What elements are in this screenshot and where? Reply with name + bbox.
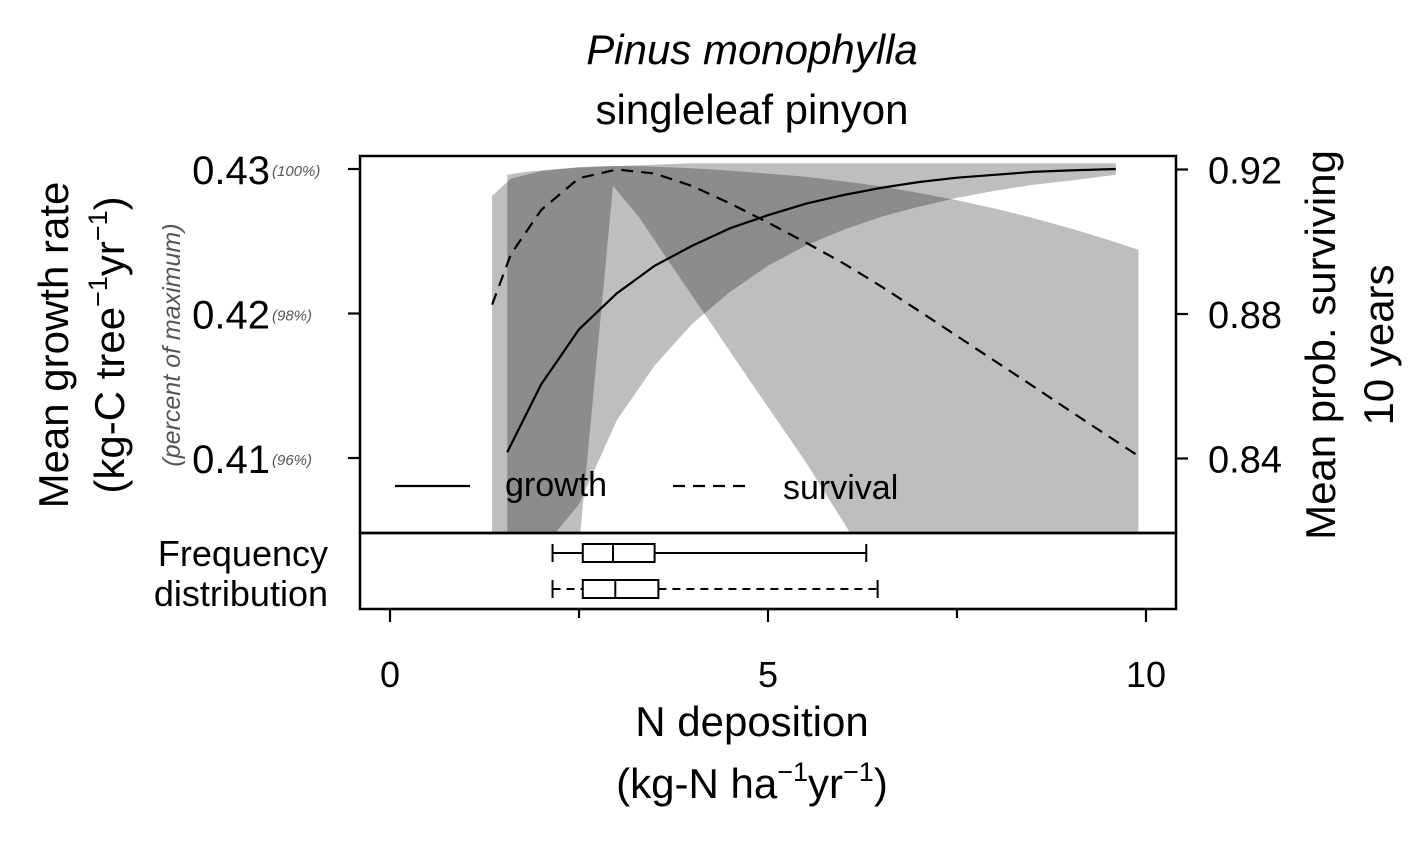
x-axis-tick-label: 5 bbox=[758, 654, 778, 695]
left-axis-percent-label: (98%) bbox=[272, 308, 312, 325]
chart-title-common: singleleaf pinyon bbox=[596, 86, 909, 133]
chart-title-species: Pinus monophylla bbox=[586, 26, 918, 73]
x-label-mid: yr bbox=[808, 760, 843, 807]
left-axis-tick-label: 0.43 bbox=[192, 149, 270, 193]
right-axis-tick-label: 0.88 bbox=[1208, 295, 1282, 337]
left-axis-label-line2: (kg-C tree−1yr−1) bbox=[83, 196, 133, 493]
left-label-suffix: ) bbox=[86, 196, 133, 210]
boxplot-box bbox=[581, 543, 656, 563]
left-label-prefix: (kg-C tree bbox=[86, 307, 133, 494]
left-label-mid: yr bbox=[86, 241, 133, 276]
right-axis-label-line1: Mean prob. surviving bbox=[1297, 150, 1344, 540]
growth-line bbox=[506, 167, 1116, 453]
frequency-boxplots bbox=[551, 543, 879, 599]
x-label-sup2: −1 bbox=[843, 757, 874, 787]
left-axis-label-line1: Mean growth rate bbox=[30, 182, 77, 509]
plot-clip-group bbox=[491, 163, 1140, 533]
boxplot-box bbox=[581, 579, 660, 599]
right-axis-tick-label: 0.84 bbox=[1208, 440, 1282, 482]
plot-data-layer: growth survival bbox=[395, 163, 1140, 533]
right-axis: 0.92 0.88 0.84 bbox=[1176, 151, 1282, 482]
boxplot-growth bbox=[551, 543, 868, 563]
right-axis-tick-label: 0.92 bbox=[1208, 151, 1282, 193]
survival-confidence-band bbox=[492, 165, 1139, 533]
legend-growth-label: growth bbox=[505, 466, 607, 504]
frequency-label-line1: Frequency bbox=[158, 533, 328, 574]
x-label-prefix: (kg-N ha bbox=[616, 760, 778, 807]
legend-survival-label: survival bbox=[783, 469, 898, 507]
legend: growth survival bbox=[395, 466, 898, 507]
frequency-label-line2: distribution bbox=[154, 573, 328, 614]
left-label-sup2: −1 bbox=[83, 210, 113, 241]
frequency-panel-frame bbox=[358, 531, 1178, 611]
left-axis: 0.43 (100%) 0.42 (98%) 0.41 (96%) bbox=[192, 149, 360, 482]
x-axis-label-line1: N deposition bbox=[635, 698, 868, 745]
left-axis-sub-label: (percent of maximum) bbox=[158, 223, 186, 466]
left-axis-percent-label: (100%) bbox=[272, 163, 320, 180]
left-axis-percent-label: (96%) bbox=[272, 452, 312, 469]
x-axis-tick-label: 0 bbox=[380, 654, 400, 695]
x-axis-tick-label: 10 bbox=[1126, 654, 1166, 695]
boxplot-survival bbox=[551, 579, 879, 599]
x-label-sup1: −1 bbox=[777, 757, 808, 787]
x-axis: 0 5 10 bbox=[380, 607, 1166, 695]
growth-confidence-band bbox=[507, 163, 1116, 532]
survival-line bbox=[491, 168, 1140, 457]
x-axis-label-line2: (kg-N ha−1yr−1) bbox=[616, 757, 888, 807]
left-axis-tick-label: 0.41 bbox=[192, 438, 270, 482]
right-axis-label-line2: 10 years bbox=[1355, 264, 1402, 425]
left-axis-tick-label: 0.42 bbox=[192, 294, 270, 338]
left-label-sup1: −1 bbox=[83, 276, 113, 307]
x-label-suffix: ) bbox=[874, 760, 888, 807]
